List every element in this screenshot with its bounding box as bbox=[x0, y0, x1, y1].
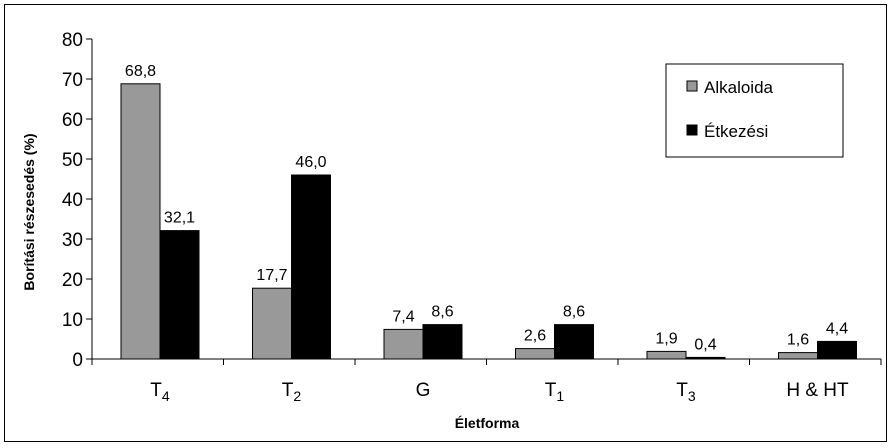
x-tick-label: T3 bbox=[676, 380, 696, 404]
bar-alkaloida bbox=[646, 350, 687, 360]
bar-alkaloida bbox=[515, 348, 555, 360]
data-label: 0,4 bbox=[694, 336, 716, 353]
bar-etkezesi bbox=[554, 324, 594, 360]
bar-etkezesi bbox=[159, 230, 200, 360]
bar-etkezesi bbox=[817, 340, 857, 360]
data-label: 7,4 bbox=[392, 308, 414, 325]
y-tick-label: 50 bbox=[62, 150, 83, 171]
bar-alkaloida bbox=[252, 287, 292, 360]
bar-etkezesi bbox=[291, 174, 331, 360]
legend: Alkaloida Étkezési bbox=[665, 63, 844, 158]
data-label: 32,1 bbox=[164, 210, 195, 227]
data-label: 46,0 bbox=[295, 154, 326, 171]
y-tick-label: 20 bbox=[62, 270, 83, 291]
bar-etkezesi bbox=[422, 324, 463, 360]
y-tick-label: 10 bbox=[62, 310, 83, 331]
x-axis: T4 T2 G T1 T3 H & HT bbox=[91, 358, 882, 404]
y-axis-title: Borítási részesedés (%) bbox=[21, 133, 37, 290]
y-tick-label: 80 bbox=[62, 30, 83, 51]
y-tick-label: 60 bbox=[62, 110, 83, 131]
x-tick-label: G bbox=[416, 380, 431, 401]
legend-swatch-etkezesi bbox=[686, 124, 698, 136]
x-tick-label: T2 bbox=[282, 380, 302, 404]
bar-alkaloida bbox=[778, 352, 818, 360]
x-axis-title: Életforma bbox=[455, 415, 520, 431]
legend-label-etkezesi: Étkezési bbox=[704, 122, 768, 141]
value-labels: 68,8 17,7 7,4 2,6 1,9 1,6 32,1 46,0 8,6 8,6 0,4 4,4 bbox=[125, 63, 848, 354]
x-tick-label: T4 bbox=[150, 380, 170, 404]
data-label: 1,6 bbox=[787, 332, 809, 349]
bars bbox=[120, 83, 857, 360]
data-label: 17,7 bbox=[256, 267, 287, 284]
data-label: 68,8 bbox=[125, 63, 156, 80]
y-axis: 0 10 20 30 40 50 60 70 80 bbox=[62, 30, 93, 371]
y-tick-label: 40 bbox=[62, 190, 83, 211]
legend-label-alkaloida: Alkaloida bbox=[704, 78, 774, 97]
data-label: 2,6 bbox=[524, 328, 546, 345]
x-tick-label: T1 bbox=[545, 380, 565, 404]
bar-alkaloida bbox=[383, 328, 424, 360]
x-tick-label: H & HT bbox=[786, 380, 849, 401]
y-tick-label: 30 bbox=[62, 230, 83, 251]
data-label: 8,6 bbox=[563, 304, 585, 321]
y-tick-label: 70 bbox=[62, 70, 83, 91]
data-label: 1,9 bbox=[655, 330, 677, 347]
bar-etkezesi bbox=[685, 356, 726, 360]
bar-alkaloida bbox=[120, 83, 161, 360]
data-label: 8,6 bbox=[431, 304, 453, 321]
y-tick-label: 0 bbox=[72, 350, 83, 371]
data-label: 4,4 bbox=[826, 320, 848, 337]
legend-swatch-alkaloida bbox=[686, 80, 698, 92]
legend-box bbox=[665, 63, 844, 158]
